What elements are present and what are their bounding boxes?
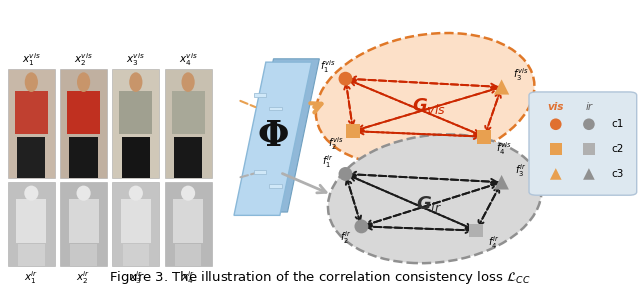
Ellipse shape — [182, 72, 195, 92]
Bar — [70, 137, 98, 178]
Text: $f_1^{ir}$: $f_1^{ir}$ — [322, 153, 333, 170]
Ellipse shape — [129, 186, 143, 201]
Bar — [16, 199, 47, 243]
Bar — [175, 244, 202, 266]
Bar — [112, 182, 159, 266]
Text: c3: c3 — [611, 169, 624, 179]
Bar — [121, 199, 151, 243]
Point — [497, 85, 507, 89]
Text: $x_3^{ir}$: $x_3^{ir}$ — [129, 269, 143, 286]
Bar — [18, 244, 45, 266]
Text: Figure 3. The illustration of the correlation consistency loss $\mathcal{L}_{CC}: Figure 3. The illustration of the correl… — [109, 268, 531, 286]
Point — [479, 134, 490, 139]
Point — [584, 147, 594, 151]
Ellipse shape — [24, 186, 38, 201]
Bar — [174, 137, 202, 178]
Ellipse shape — [328, 134, 541, 263]
Bar — [253, 170, 266, 174]
Text: $f_2^{ir}$: $f_2^{ir}$ — [340, 229, 351, 247]
Bar — [172, 91, 205, 134]
Point — [550, 147, 561, 151]
Text: Φ: Φ — [257, 119, 289, 153]
Ellipse shape — [25, 72, 38, 92]
Bar — [68, 199, 99, 243]
Polygon shape — [242, 59, 319, 212]
Text: $x_1^{vis}$: $x_1^{vis}$ — [22, 51, 41, 68]
Bar — [112, 69, 159, 178]
Bar — [60, 69, 107, 178]
Bar — [269, 107, 282, 110]
Bar — [15, 91, 48, 134]
Text: $x_3^{vis}$: $x_3^{vis}$ — [127, 51, 145, 68]
Ellipse shape — [77, 186, 91, 201]
Point — [497, 180, 507, 185]
Bar — [123, 244, 149, 266]
Bar — [164, 182, 212, 266]
Point — [584, 172, 594, 176]
Bar — [70, 244, 97, 266]
Bar — [8, 69, 55, 178]
Polygon shape — [234, 62, 312, 215]
Text: $x_4^{vis}$: $x_4^{vis}$ — [179, 51, 198, 68]
Point — [550, 172, 561, 176]
Text: $f_4^{ir}$: $f_4^{ir}$ — [488, 234, 500, 251]
Text: $x_2^{ir}$: $x_2^{ir}$ — [76, 269, 91, 286]
Bar — [164, 69, 212, 178]
Bar — [269, 184, 282, 188]
Point — [340, 76, 351, 81]
Text: $x_2^{vis}$: $x_2^{vis}$ — [74, 51, 93, 68]
Ellipse shape — [316, 33, 534, 166]
Text: $f_2^{vis}$: $f_2^{vis}$ — [328, 135, 343, 152]
Point — [584, 122, 594, 127]
Text: $\boldsymbol{G}_{ir}$: $\boldsymbol{G}_{ir}$ — [417, 194, 443, 214]
Text: $f_3^{ir}$: $f_3^{ir}$ — [515, 162, 526, 179]
Bar — [119, 91, 152, 134]
FancyBboxPatch shape — [529, 92, 637, 195]
Point — [471, 228, 481, 233]
Text: $f_4^{vis}$: $f_4^{vis}$ — [496, 140, 511, 157]
Point — [348, 129, 358, 134]
Text: c2: c2 — [611, 144, 624, 154]
Point — [550, 122, 561, 127]
Text: $x_4^{ir}$: $x_4^{ir}$ — [181, 269, 195, 286]
Text: $\boldsymbol{G}_{vis}$: $\boldsymbol{G}_{vis}$ — [413, 96, 447, 116]
Text: $f_1^{vis}$: $f_1^{vis}$ — [320, 58, 335, 75]
Ellipse shape — [77, 72, 90, 92]
Ellipse shape — [181, 186, 195, 201]
Bar — [8, 182, 55, 266]
Text: $x_1^{ir}$: $x_1^{ir}$ — [24, 269, 38, 286]
Bar — [67, 91, 100, 134]
Text: ir: ir — [586, 102, 593, 112]
Bar — [60, 182, 107, 266]
Point — [356, 224, 367, 229]
Bar — [173, 199, 203, 243]
Text: $f_3^{vis}$: $f_3^{vis}$ — [513, 66, 529, 83]
Bar — [122, 137, 150, 178]
Point — [340, 172, 351, 176]
Ellipse shape — [129, 72, 143, 92]
Text: vis: vis — [548, 102, 564, 112]
Text: c1: c1 — [611, 119, 624, 129]
Bar — [17, 137, 45, 178]
Bar — [253, 93, 266, 97]
